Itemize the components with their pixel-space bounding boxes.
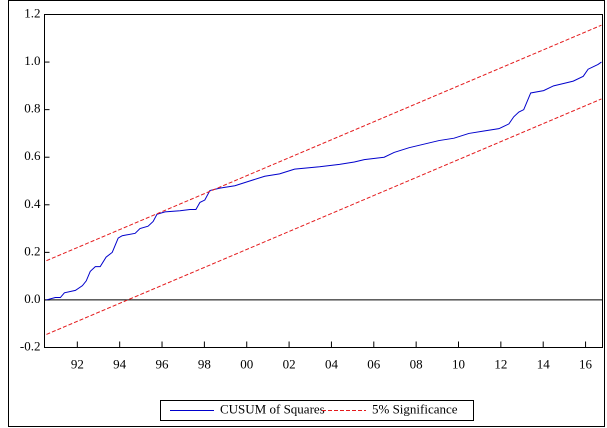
x-tick-label: 94 [113,356,127,371]
series-line-lower [46,98,602,335]
x-tick-label: 00 [240,356,253,371]
x-tick-label: 16 [579,356,593,371]
y-tick-label: 0.6 [24,148,41,163]
x-tick-label: 12 [494,356,507,371]
x-tick-label: 92 [71,356,84,371]
y-tick-label: 0.2 [24,243,40,258]
y-tick-label: 1.2 [24,5,40,20]
y-tick-label: 0.8 [24,101,40,116]
x-tick-label: 10 [452,356,465,371]
x-tick-label: 98 [198,356,211,371]
y-tick-label: 1.0 [24,53,40,68]
frame [8,0,605,427]
legend-label: 5% Significance [372,401,458,416]
y-tick-label: 0.0 [24,291,40,306]
legend-box [160,400,474,421]
x-tick-label: 06 [367,356,381,371]
legend-label: CUSUM of Squares [220,401,325,416]
series-line [46,24,602,262]
x-tick-label: 08 [410,356,423,371]
x-tick-label: 14 [537,356,551,371]
series-line [46,61,602,301]
y-tick-label: 0.4 [24,196,41,211]
x-tick-label: 04 [325,356,339,371]
y-tick-label: -0.2 [20,338,41,353]
x-tick-label: 96 [156,356,170,371]
plot-area [44,14,603,348]
x-tick-label: 02 [283,356,296,371]
